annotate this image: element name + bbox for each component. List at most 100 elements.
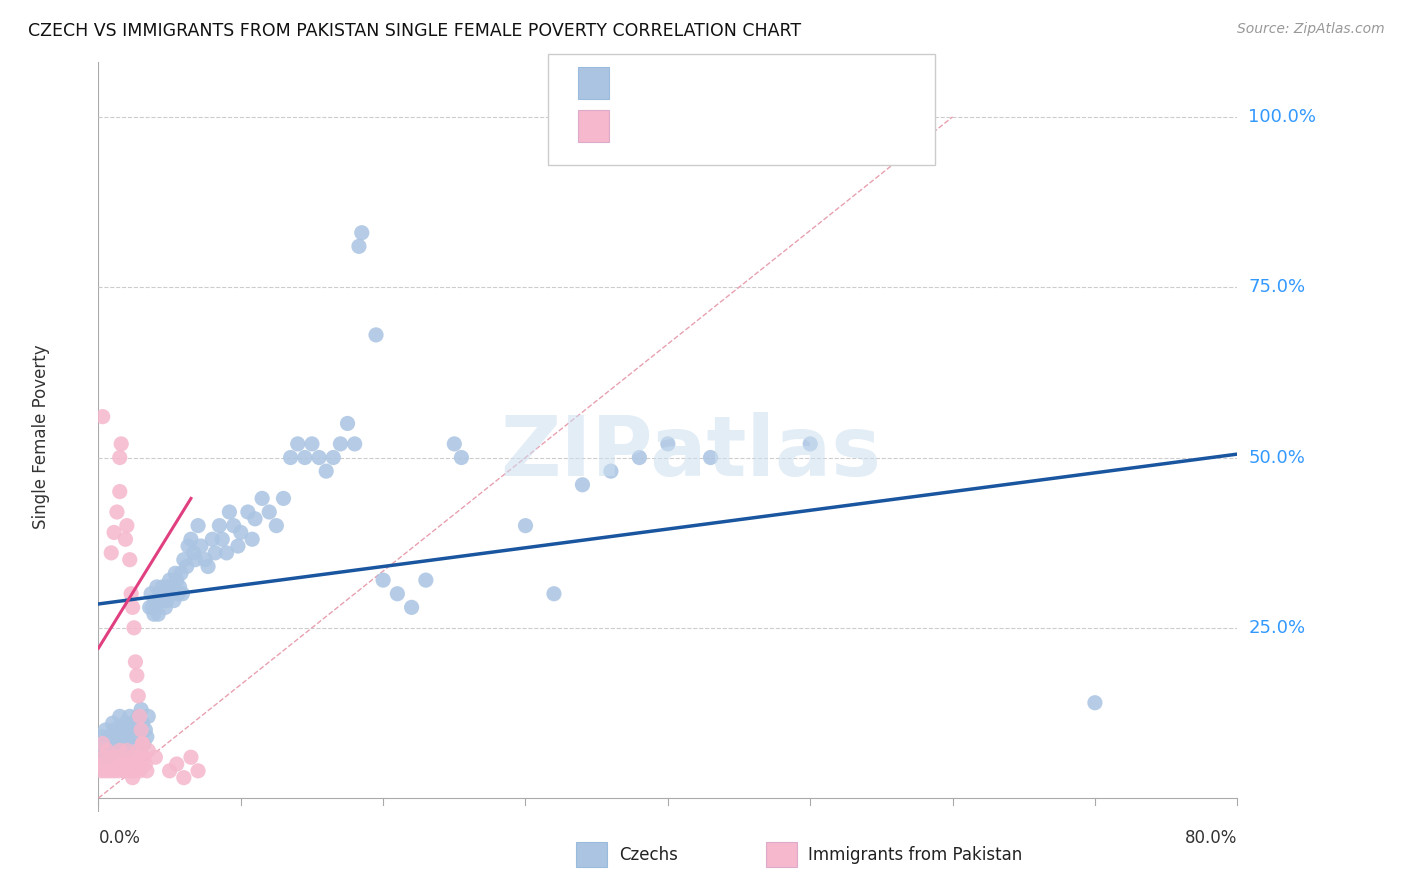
Point [159, 573, 181, 587]
Text: N = 97: N = 97 [799, 74, 866, 92]
Point [91, 737, 114, 751]
Point [93, 743, 115, 757]
Point [129, 757, 152, 772]
Point [149, 587, 172, 601]
Point [125, 668, 148, 682]
Point [136, 709, 159, 723]
Point [145, 750, 167, 764]
Point [94, 764, 117, 778]
Point [167, 587, 190, 601]
Point [699, 450, 721, 465]
Point [91, 730, 114, 744]
Point [93, 757, 115, 772]
Point [118, 552, 141, 566]
Text: CZECH VS IMMIGRANTS FROM PAKISTAN SINGLE FEMALE POVERTY CORRELATION CHART: CZECH VS IMMIGRANTS FROM PAKISTAN SINGLE… [28, 22, 801, 40]
Point [89, 757, 111, 772]
Point [110, 757, 132, 772]
Point [141, 600, 163, 615]
Point [96, 750, 118, 764]
Point [301, 437, 323, 451]
Point [364, 327, 387, 342]
Point [114, 757, 136, 772]
Point [91, 409, 114, 424]
Point [187, 518, 209, 533]
Point [121, 737, 143, 751]
Point [122, 764, 145, 778]
Point [177, 539, 200, 553]
Point [443, 437, 465, 451]
Point [218, 505, 240, 519]
Point [170, 566, 193, 581]
Point [101, 716, 124, 731]
Point [117, 723, 139, 737]
Point [125, 730, 148, 744]
Point [110, 437, 132, 451]
Point [571, 477, 593, 491]
Text: Source: ZipAtlas.com: Source: ZipAtlas.com [1237, 22, 1385, 37]
Point [180, 533, 202, 547]
Point [184, 552, 207, 566]
Point [131, 716, 153, 731]
Point [100, 730, 122, 744]
Point [118, 709, 141, 723]
Point [222, 518, 245, 533]
Point [347, 239, 370, 253]
Point [226, 539, 249, 553]
Point [108, 709, 131, 723]
Point [115, 743, 138, 757]
Text: 0.0%: 0.0% [98, 829, 141, 847]
Point [543, 587, 565, 601]
Point [108, 450, 131, 465]
Text: R = 0.264: R = 0.264 [623, 74, 713, 92]
Point [121, 771, 143, 785]
Point [111, 723, 134, 737]
Text: ZIPatlas: ZIPatlas [501, 411, 882, 492]
Point [350, 226, 373, 240]
Point [118, 764, 141, 778]
Point [131, 737, 153, 751]
Point [112, 764, 135, 778]
Point [114, 533, 136, 547]
Point [136, 743, 159, 757]
Point [107, 743, 129, 757]
Point [97, 737, 120, 751]
Point [150, 593, 173, 607]
Point [135, 764, 157, 778]
Point [132, 750, 155, 764]
Point [1084, 696, 1107, 710]
Point [159, 764, 181, 778]
Point [162, 580, 184, 594]
Point [173, 552, 195, 566]
Point [122, 621, 145, 635]
Point [155, 600, 177, 615]
Point [287, 437, 309, 451]
Point [152, 580, 174, 594]
Point [101, 757, 124, 772]
Point [315, 464, 337, 478]
Point [105, 730, 128, 744]
Point [280, 450, 302, 465]
Point [128, 709, 150, 723]
Point [97, 757, 120, 772]
Point [127, 689, 149, 703]
Point [156, 593, 179, 607]
Point [103, 723, 125, 737]
Point [124, 750, 146, 764]
Point [240, 533, 263, 547]
Point [229, 525, 252, 540]
Point [128, 764, 150, 778]
Text: 25.0%: 25.0% [1249, 619, 1306, 637]
Point [387, 587, 409, 601]
Point [138, 600, 160, 615]
Point [166, 757, 188, 772]
Point [104, 750, 127, 764]
Text: 80.0%: 80.0% [1185, 829, 1237, 847]
Point [208, 518, 231, 533]
Point [322, 450, 344, 465]
Point [266, 518, 288, 533]
Point [124, 723, 146, 737]
Point [259, 505, 281, 519]
Point [132, 737, 155, 751]
Point [204, 546, 226, 560]
Point [114, 716, 136, 731]
